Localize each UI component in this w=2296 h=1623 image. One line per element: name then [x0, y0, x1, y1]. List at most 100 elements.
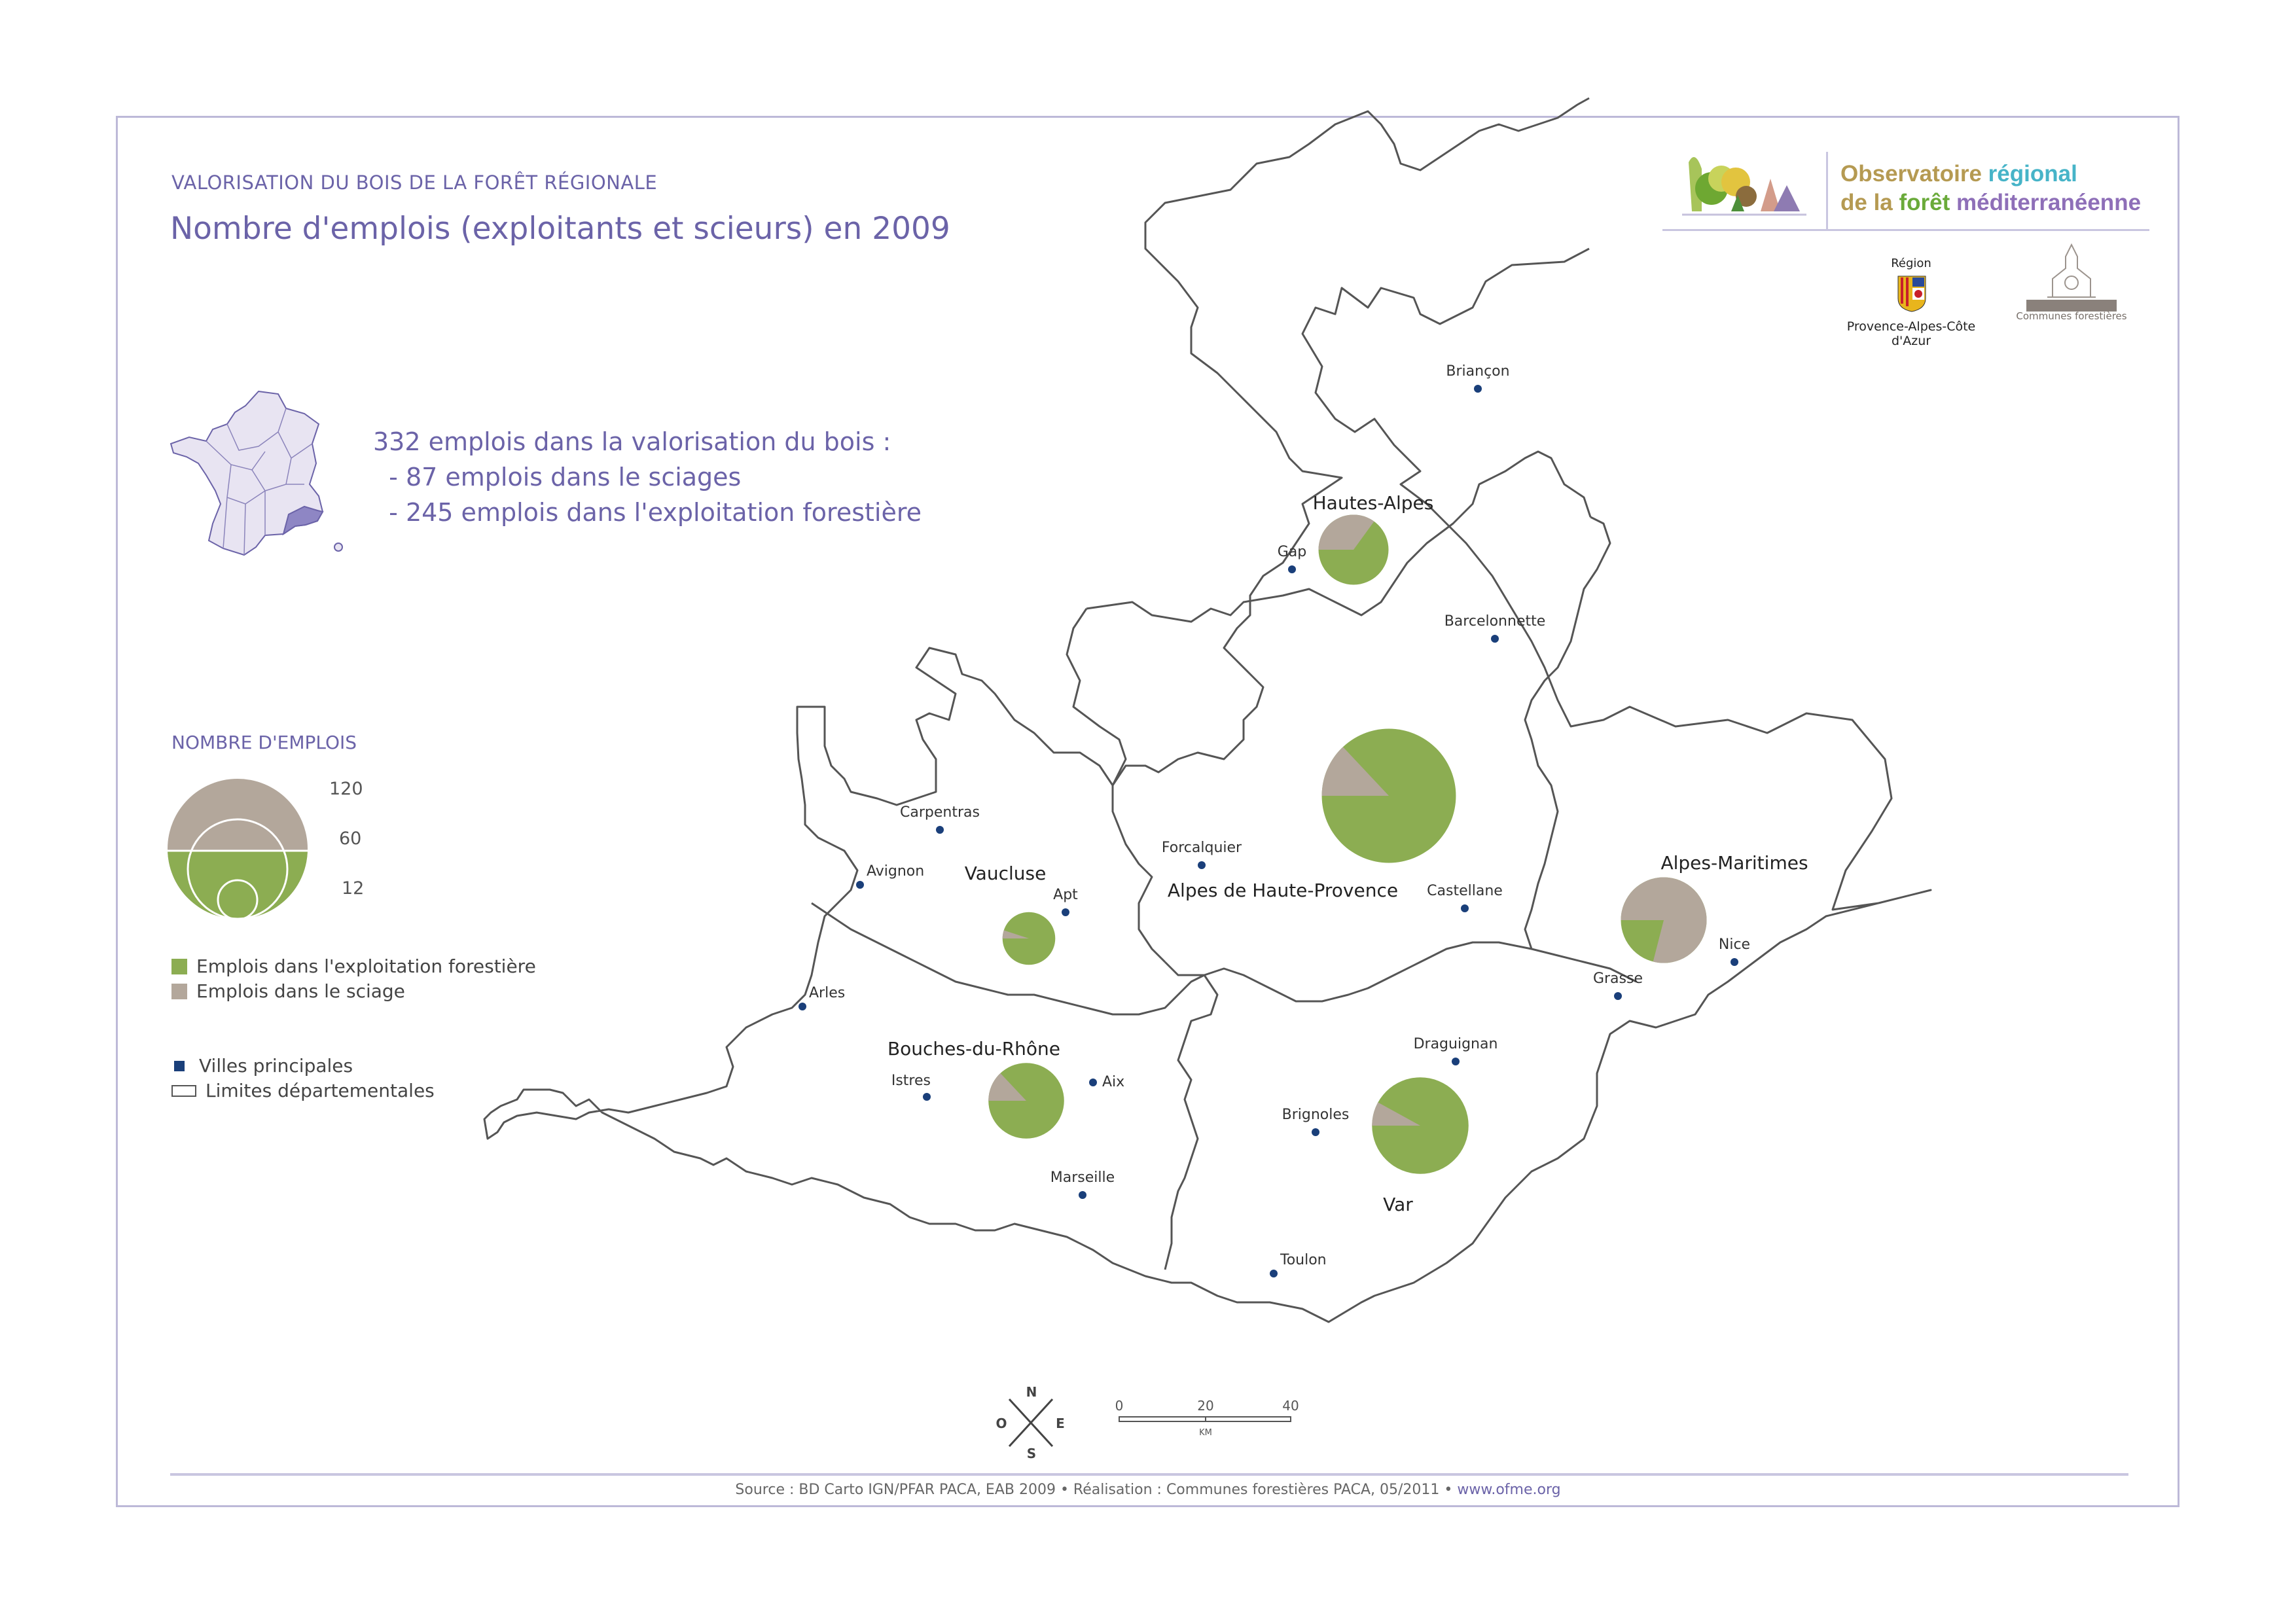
- scale-bar: 0 20 40 KM: [1115, 1398, 1299, 1438]
- city-dot-avignon: [856, 881, 864, 889]
- scale-tick-20: 20: [1197, 1398, 1213, 1414]
- legend-size-medium: 60: [339, 829, 362, 849]
- boundary-ahp-vaucluse: [1066, 608, 1166, 963]
- city-label-gap: Gap: [1278, 544, 1307, 560]
- dept-label-ahp: Alpes de Haute-Provence: [1168, 880, 1398, 901]
- legend-title: NOMBRE D'EMPLOIS: [171, 732, 357, 753]
- city-dot-draguignan: [1452, 1058, 1460, 1065]
- source-text: Source : BD Carto IGN/PFAR PACA, EAB 200…: [735, 1482, 1458, 1498]
- logo-divider: [1826, 152, 1828, 229]
- city-dot-nice: [1731, 958, 1738, 966]
- communes-line2: Provence-Alpes-Côte d'Azur: [2034, 323, 2109, 340]
- city-label-toulon: Toulon: [1280, 1252, 1327, 1268]
- compass-rose-icon: N S E O: [996, 1384, 1065, 1459]
- region-name: Provence-Alpes-Côte d'Azur: [1846, 319, 1976, 348]
- region-outline: [483, 97, 1932, 1323]
- pie-var: [1372, 1077, 1469, 1174]
- city-label-grasse: Grasse: [1593, 971, 1643, 987]
- city-swatch: [174, 1060, 185, 1071]
- city-label-aix: Aix: [1102, 1074, 1124, 1090]
- legend-size-large: 120: [329, 779, 363, 799]
- legend-cities: Villes principales: [171, 1055, 353, 1077]
- dept-label-bdr: Bouches-du-Rhône: [888, 1038, 1060, 1060]
- city-dot-marseille: [1079, 1191, 1086, 1199]
- pie-alpes-maritimes: [1621, 877, 1707, 963]
- legend-limits: Limites départementales: [171, 1080, 435, 1101]
- city-label-avignon: Avignon: [867, 863, 924, 880]
- city-dot-forcalquier: [1198, 861, 1206, 869]
- compass-e: E: [1056, 1416, 1065, 1431]
- city-label-barcelonnette: Barcelonnette: [1444, 613, 1546, 630]
- communes-line1: Communes forestières: [2016, 310, 2127, 322]
- city-dot-toulon: [1270, 1270, 1278, 1277]
- pie-sawmill-slice: [1002, 930, 1029, 938]
- dept-label-vaucluse: Vaucluse: [965, 863, 1047, 884]
- dept-label-var: Var: [1383, 1194, 1413, 1215]
- source-link[interactable]: www.ofme.org: [1457, 1482, 1561, 1498]
- pie-sawmill-slice: [1321, 747, 1389, 796]
- france-inset-map: [170, 390, 343, 556]
- page-frame: [116, 116, 2179, 1507]
- pie-vaucluse: [1002, 912, 1056, 965]
- city-label-brignoles: Brignoles: [1282, 1107, 1350, 1123]
- communes-forestieres-logo-icon: [2026, 243, 2117, 312]
- compass-s: S: [1027, 1446, 1036, 1459]
- city-dot-apt: [1062, 908, 1069, 916]
- boundary-vaucluse-bdr: [811, 902, 1205, 1016]
- city-label-brian-on: Briançon: [1446, 363, 1509, 380]
- compass-n: N: [1026, 1384, 1037, 1400]
- observatoire-logo-icon: [1682, 157, 1806, 216]
- city-label-istres: Istres: [891, 1073, 931, 1089]
- logo-separator: [1662, 229, 2149, 231]
- pie-bouches-du-rh-ne: [988, 1063, 1064, 1139]
- summary-line-exploitation: - 245 emplois dans l'exploitation forest…: [373, 498, 922, 527]
- summary-line-total: 332 emplois dans la valorisation du bois…: [373, 427, 891, 456]
- region-label: Région: [1891, 257, 1931, 270]
- boundary-bdr-var: [1164, 974, 1219, 1270]
- compass-o: O: [996, 1416, 1007, 1431]
- sawmill-swatch: [171, 983, 187, 999]
- footer-source: Source : BD Carto IGN/PFAR PACA, EAB 200…: [0, 1482, 2296, 1498]
- city-dot-brian-on: [1474, 385, 1482, 393]
- legend-forest: Emplois dans l'exploitation forestière: [171, 955, 536, 977]
- page-kicker: VALORISATION DU BOIS DE LA FORÊT RÉGIONA…: [171, 171, 658, 194]
- city-label-castellane: Castellane: [1427, 883, 1503, 899]
- pie-sawmill-slice: [1621, 877, 1707, 963]
- summary-text: 332 emplois dans la valorisation du bois…: [373, 424, 922, 530]
- city-dot-istres: [923, 1093, 931, 1101]
- scale-tick-0: 0: [1115, 1398, 1124, 1414]
- limits-swatch: [171, 1084, 196, 1097]
- pie-sawmill-slice: [1372, 1102, 1420, 1126]
- city-label-marseille: Marseille: [1050, 1169, 1115, 1186]
- city-label-carpentras: Carpentras: [900, 804, 980, 821]
- boundary-ahp-var: [1164, 941, 1637, 1003]
- forest-label: Emplois dans l'exploitation forestière: [196, 955, 536, 977]
- boundary-hautes-alpes: [1086, 450, 1592, 623]
- city-dot-castellane: [1461, 904, 1469, 912]
- limits-label: Limites départementales: [206, 1080, 435, 1101]
- pie-hautes-alpes: [1318, 514, 1389, 585]
- city-label-arles: Arles: [809, 985, 845, 1001]
- boundary-ahp-am: [1524, 516, 1611, 950]
- city-label-apt: Apt: [1053, 887, 1078, 903]
- observatoire-title-line1: Observatoire régional: [1840, 161, 2077, 187]
- scale-tick-40: 40: [1282, 1398, 1299, 1414]
- city-dot-brignoles: [1312, 1128, 1319, 1136]
- pie-sawmill-slice: [988, 1073, 1026, 1101]
- city-dot-gap: [1288, 565, 1296, 573]
- scale-unit: KM: [1199, 1428, 1212, 1438]
- page-title: Nombre d'emplois (exploitants et scieurs…: [170, 211, 950, 247]
- legend-sawmill: Emplois dans le sciage: [171, 980, 405, 1002]
- footer-line: [170, 1473, 2128, 1476]
- dept-label-alpes-maritimes: Alpes-Maritimes: [1660, 852, 1808, 874]
- city-label-draguignan: Draguignan: [1414, 1036, 1498, 1052]
- observatoire-title-line2: de la forêt méditerranéenne: [1840, 190, 2142, 215]
- city-dot-grasse: [1614, 992, 1622, 1000]
- city-label-forcalquier: Forcalquier: [1162, 840, 1242, 856]
- legend-size-small: 12: [342, 878, 365, 899]
- summary-line-sciage: - 87 emplois dans le sciages: [373, 463, 742, 491]
- sawmill-label: Emplois dans le sciage: [196, 980, 405, 1002]
- city-label-nice: Nice: [1719, 936, 1750, 953]
